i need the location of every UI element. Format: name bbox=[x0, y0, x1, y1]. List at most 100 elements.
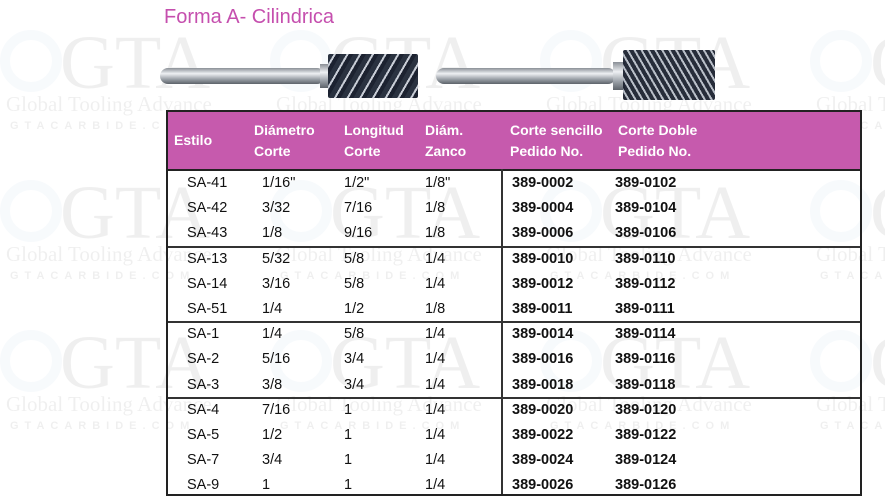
table-cell: SA-9 bbox=[187, 477, 220, 494]
table-cell: 5/16 bbox=[262, 351, 291, 368]
table-cell: 389-0124 bbox=[615, 452, 677, 469]
table-row: SA-2 5/16 3/4 1/4 389-0016 389-0116 bbox=[168, 347, 860, 372]
table-cell: 3/4 bbox=[344, 351, 365, 368]
column-header: Longitud Corte bbox=[344, 120, 404, 162]
table-row: SA-4 7/16 1 1/4 389-0020 389-0120 bbox=[168, 398, 860, 423]
table-cell: 3/4 bbox=[344, 376, 365, 393]
header-line: Pedido No. bbox=[618, 143, 692, 159]
table-cell: 5/32 bbox=[262, 250, 291, 267]
table-cell: 389-0112 bbox=[615, 275, 676, 292]
table-cell: 1 bbox=[344, 452, 353, 469]
page-title: Forma A- Cilindrica bbox=[164, 6, 335, 28]
table-cell: 389-0006 bbox=[512, 225, 574, 242]
column-header: Estilo bbox=[174, 130, 212, 151]
table-cell: 1/4 bbox=[425, 452, 446, 469]
table-cell: SA-1 bbox=[187, 326, 220, 343]
table-row: SA-7 3/4 1 1/4 389-0024 389-0124 bbox=[168, 448, 860, 473]
table-cell: 389-0120 bbox=[615, 401, 677, 418]
table-cell: 389-0122 bbox=[615, 427, 677, 443]
table-cell: 389-0011 bbox=[512, 301, 573, 317]
table-cell: 5/8 bbox=[344, 275, 365, 292]
table-cell: 389-0004 bbox=[512, 200, 574, 217]
table-row: SA-42 3/32 7/16 1/8 389-0004 389-0104 bbox=[168, 196, 860, 221]
table-cell: 1/4 bbox=[425, 351, 446, 368]
header-line: Diám. bbox=[425, 122, 464, 138]
table-cell: 1 bbox=[344, 427, 353, 443]
table-cell: 1/4 bbox=[262, 326, 283, 343]
group-divider bbox=[168, 321, 860, 324]
table-cell: 389-0111 bbox=[615, 301, 675, 317]
table-cell: 1/4 bbox=[425, 477, 446, 494]
table-cell: 3/8 bbox=[262, 376, 283, 393]
table-cell: SA-4 bbox=[187, 401, 220, 418]
table-cell: 3/32 bbox=[262, 200, 291, 217]
table-row: SA-51 1/4 1/2 1/8 389-0011 389-0111 bbox=[168, 297, 860, 322]
column-divider bbox=[501, 169, 503, 494]
double-cut-burr-image bbox=[418, 46, 718, 102]
column-header: Corte Doble Pedido No. bbox=[618, 120, 697, 162]
table-cell: 389-0020 bbox=[512, 401, 574, 418]
table-cell: 1 bbox=[262, 477, 271, 494]
table-cell: 1/8 bbox=[262, 225, 283, 242]
table-row: SA-9 1 1 1/4 389-0026 389-0126 bbox=[168, 473, 860, 498]
header-line: Corte Doble bbox=[618, 122, 698, 138]
table-cell: SA-42 bbox=[187, 200, 228, 217]
table-cell: 389-0114 bbox=[615, 326, 676, 343]
header-line: Zanco bbox=[425, 143, 467, 159]
table-cell: SA-2 bbox=[187, 351, 220, 368]
table-cell: 1/16" bbox=[262, 175, 296, 191]
header-line: Longitud bbox=[344, 122, 404, 138]
table-cell: 1/8 bbox=[425, 200, 446, 217]
table-cell: 1/4 bbox=[425, 427, 446, 443]
table-cell: 3/16 bbox=[262, 275, 291, 292]
table-cell: 1/2 bbox=[344, 301, 365, 317]
table-cell: 1/4 bbox=[425, 401, 446, 418]
table-cell: 7/16 bbox=[344, 200, 373, 217]
table-cell: 1/8" bbox=[425, 175, 451, 191]
header-line: Corte bbox=[344, 143, 381, 159]
table-cell: 3/4 bbox=[262, 452, 283, 469]
table-cell: 389-0116 bbox=[615, 351, 676, 368]
group-divider bbox=[168, 396, 860, 399]
table-cell: 1/2" bbox=[344, 175, 370, 191]
table-cell: 1/4 bbox=[425, 376, 446, 393]
table-cell: 5/8 bbox=[344, 250, 365, 267]
table-cell: 1/2 bbox=[262, 427, 283, 443]
product-table: Estilo Diámetro Corte Longitud Corte Diám. Zan… bbox=[166, 110, 862, 496]
header-line: Estilo bbox=[174, 132, 213, 148]
table-cell: 1/8 bbox=[425, 225, 446, 242]
table-cell: 389-0012 bbox=[512, 275, 574, 292]
table-cell: 1/4 bbox=[425, 326, 446, 343]
table-cell: SA-51 bbox=[187, 301, 228, 317]
table-row: SA-41 1/16" 1/2" 1/8" 389-0002 389-0102 bbox=[168, 171, 860, 196]
single-cut-burr-image bbox=[160, 50, 430, 100]
table-row: SA-5 1/2 1 1/4 389-0022 389-0122 bbox=[168, 423, 860, 448]
table-cell: 389-0106 bbox=[615, 225, 677, 242]
column-header: Corte sencillo Pedido No. bbox=[510, 120, 603, 162]
column-header: Diámetro Corte bbox=[254, 120, 315, 162]
table-cell: SA-13 bbox=[187, 250, 228, 267]
table-cell: 1/8 bbox=[425, 301, 446, 317]
table-cell: 389-0110 bbox=[615, 250, 676, 267]
table-cell: 389-0024 bbox=[512, 452, 574, 469]
table-cell: 389-0010 bbox=[512, 250, 574, 267]
table-cell: SA-5 bbox=[187, 427, 220, 443]
table-row: SA-3 3/8 3/4 1/4 389-0018 389-0118 bbox=[168, 373, 860, 398]
table-cell: SA-14 bbox=[187, 275, 228, 292]
table-cell: 9/16 bbox=[344, 225, 373, 242]
table-row: SA-14 3/16 5/8 1/4 389-0012 389-0112 bbox=[168, 272, 860, 297]
table-cell: SA-3 bbox=[187, 376, 220, 393]
table-cell: 389-0014 bbox=[512, 326, 574, 343]
table-cell: SA-41 bbox=[187, 175, 228, 191]
table-row: SA-1 1/4 5/8 1/4 389-0014 389-0114 bbox=[168, 322, 860, 347]
table-cell: 389-0104 bbox=[615, 200, 677, 217]
table-cell: 389-0022 bbox=[512, 427, 574, 443]
table-cell: 389-0016 bbox=[512, 351, 574, 368]
table-cell: SA-43 bbox=[187, 225, 228, 242]
table-cell: 389-0026 bbox=[512, 477, 574, 494]
table-cell: 1/4 bbox=[425, 250, 446, 267]
table-cell: 389-0018 bbox=[512, 376, 574, 393]
table-cell: SA-7 bbox=[187, 452, 220, 469]
table-cell: 389-0102 bbox=[615, 175, 677, 191]
header-line: Pedido No. bbox=[510, 143, 584, 159]
